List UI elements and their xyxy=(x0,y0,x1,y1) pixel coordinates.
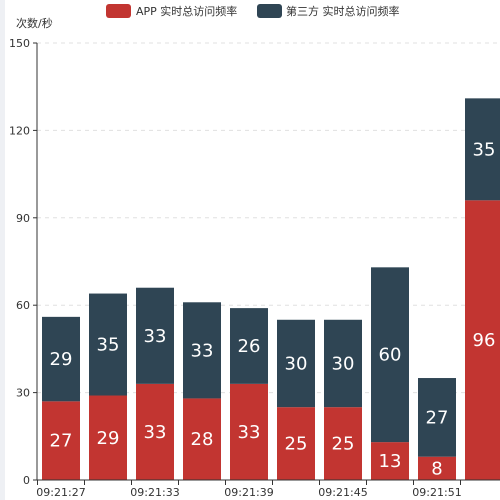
bar-app-value-label: 28 xyxy=(191,429,214,450)
bar-app-value-label: 96 xyxy=(473,330,496,351)
bar-third-party-value-label: 30 xyxy=(285,353,308,374)
bar-third-party[interactable] xyxy=(465,98,500,201)
bar-third-party[interactable] xyxy=(230,308,268,384)
legend-swatch[interactable] xyxy=(257,4,282,18)
bar-app-value-label: 27 xyxy=(50,431,73,452)
bar-third-party[interactable] xyxy=(324,319,362,408)
bar-third-party[interactable] xyxy=(42,316,80,402)
bar-app[interactable] xyxy=(136,383,174,480)
bar-app[interactable] xyxy=(465,200,500,480)
bar-third-party-value-label: 60 xyxy=(379,345,402,366)
bar-app-value-label: 13 xyxy=(379,451,402,472)
bar-third-party-value-label: 35 xyxy=(97,335,120,356)
bar-app-value-label: 25 xyxy=(332,434,355,455)
y-tick-label: 120 xyxy=(9,124,30,137)
bar-third-party[interactable] xyxy=(136,287,174,384)
bar-third-party[interactable] xyxy=(418,378,456,457)
y-tick-label: 30 xyxy=(16,387,30,400)
x-tick-label: 09:21:39 xyxy=(224,486,273,499)
bar-app-value-label: 8 xyxy=(431,458,442,479)
bar-third-party[interactable] xyxy=(371,267,409,443)
x-tick-label: 09:21:51 xyxy=(412,486,461,499)
bar-third-party[interactable] xyxy=(183,302,221,399)
left-edge-strip xyxy=(0,0,5,500)
bar-third-party-value-label: 26 xyxy=(238,336,261,357)
legend-label[interactable]: APP 实时总访问频率 xyxy=(136,4,237,18)
bar-app-value-label: 33 xyxy=(144,422,167,443)
bar-third-party-value-label: 35 xyxy=(473,139,496,160)
bar-app-value-label: 33 xyxy=(238,422,261,443)
y-tick-label: 90 xyxy=(16,212,30,225)
bar-app[interactable] xyxy=(183,398,221,480)
bar-third-party[interactable] xyxy=(89,293,127,396)
bar-app[interactable] xyxy=(418,456,456,480)
bar-third-party-value-label: 33 xyxy=(191,340,214,361)
bar-third-party-value-label: 27 xyxy=(426,407,449,428)
bar-third-party-value-label: 33 xyxy=(144,326,167,347)
y-tick-label: 0 xyxy=(23,474,30,487)
bar-app[interactable] xyxy=(324,407,362,480)
y-tick-label: 150 xyxy=(9,37,30,50)
y-axis-unit-label: 次数/秒 xyxy=(16,16,53,30)
bar-third-party-value-label: 30 xyxy=(332,353,355,374)
bar-third-party-value-label: 29 xyxy=(50,349,73,370)
legend-label[interactable]: 第三方 实时总访问频率 xyxy=(286,4,400,18)
bar-app[interactable] xyxy=(371,442,409,480)
x-tick-label: 09:21:27 xyxy=(36,486,85,499)
bar-app[interactable] xyxy=(277,407,315,480)
x-tick-label: 09:21:33 xyxy=(130,486,179,499)
x-tick-label: 09:21:45 xyxy=(318,486,367,499)
bar-app-value-label: 29 xyxy=(97,428,120,449)
bar-third-party[interactable] xyxy=(277,319,315,408)
bar-app[interactable] xyxy=(230,383,268,480)
bar-app[interactable] xyxy=(42,401,80,480)
legend-swatch[interactable] xyxy=(106,4,131,18)
bar-app[interactable] xyxy=(89,395,127,480)
bar-app-value-label: 25 xyxy=(285,434,308,455)
y-tick-label: 60 xyxy=(16,299,30,312)
